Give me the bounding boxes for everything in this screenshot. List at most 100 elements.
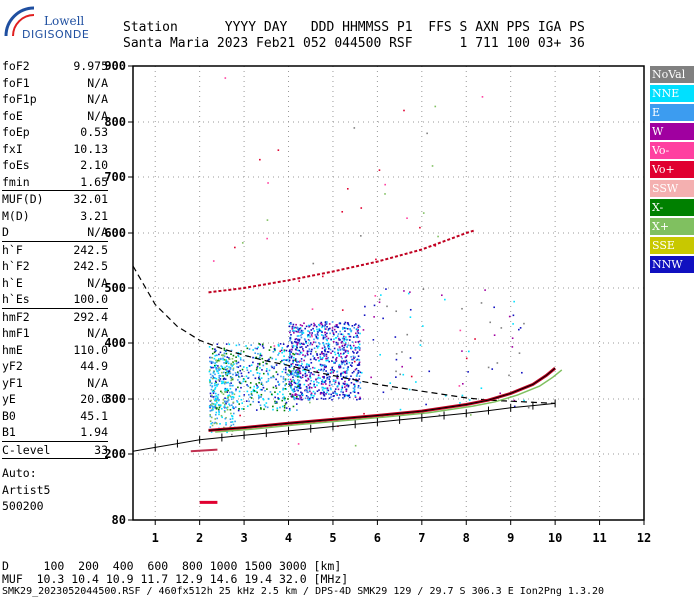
echo-point bbox=[227, 370, 229, 373]
echo-point bbox=[222, 398, 225, 401]
echo-point bbox=[213, 403, 215, 405]
echo-point bbox=[300, 346, 303, 348]
echo-point bbox=[299, 372, 302, 375]
echo-point bbox=[301, 332, 304, 334]
echo-point bbox=[213, 357, 216, 360]
echo-point bbox=[328, 378, 331, 381]
param-value: 0.53 bbox=[80, 125, 108, 139]
param-row: B0 45.1 bbox=[0, 408, 112, 425]
echo-point bbox=[213, 422, 216, 425]
echo-point bbox=[298, 375, 300, 378]
echo-point bbox=[331, 329, 334, 332]
echo-point bbox=[336, 377, 339, 380]
echo-point bbox=[339, 365, 342, 368]
echo-point bbox=[225, 362, 227, 365]
echo-point bbox=[331, 330, 334, 333]
echo-point bbox=[282, 376, 285, 378]
echo-point bbox=[323, 381, 326, 384]
echo-point bbox=[284, 371, 287, 374]
echo-point bbox=[341, 361, 344, 364]
echo-point bbox=[313, 385, 315, 387]
echo-point bbox=[300, 342, 303, 345]
echo-point bbox=[272, 386, 275, 389]
echo-point bbox=[345, 338, 347, 341]
echo-point bbox=[352, 350, 354, 353]
echo-point bbox=[300, 358, 303, 360]
echo-point bbox=[341, 347, 344, 350]
echo-point bbox=[310, 323, 313, 326]
echo-point bbox=[212, 403, 214, 405]
echo-point bbox=[341, 333, 344, 336]
echo-point bbox=[296, 344, 298, 346]
echo-point bbox=[227, 394, 229, 397]
echo-point bbox=[409, 357, 412, 359]
echo-point bbox=[281, 347, 284, 349]
echo-point bbox=[325, 328, 327, 330]
echo-point bbox=[347, 366, 349, 368]
echo-point bbox=[255, 368, 258, 371]
echo-point bbox=[274, 391, 276, 393]
echo-point bbox=[296, 335, 299, 337]
echo-point bbox=[297, 381, 300, 383]
echo-point bbox=[409, 291, 411, 293]
echo-point bbox=[221, 391, 223, 394]
logo-brand-line2: DIGISONDE bbox=[22, 28, 90, 41]
echo-point bbox=[209, 380, 211, 382]
echo-point bbox=[294, 353, 297, 355]
echo-point bbox=[279, 391, 281, 393]
param-value: N/A bbox=[87, 75, 108, 90]
echo-point bbox=[508, 315, 511, 318]
echo-point bbox=[235, 388, 237, 391]
legend-entry: E bbox=[650, 104, 694, 121]
echo-point bbox=[288, 322, 291, 325]
echo-point bbox=[296, 374, 299, 377]
echo-point bbox=[257, 362, 259, 365]
echo-point bbox=[257, 386, 259, 388]
echo-point bbox=[344, 360, 347, 363]
echo-point bbox=[313, 324, 315, 327]
echo-point bbox=[317, 376, 320, 379]
echo-point bbox=[224, 403, 226, 406]
echo-point bbox=[283, 409, 286, 412]
echo-point bbox=[211, 421, 214, 424]
echo-point bbox=[216, 397, 219, 400]
echo-point bbox=[250, 391, 253, 393]
echo-point bbox=[336, 325, 338, 328]
echo-point bbox=[310, 392, 313, 395]
echo-point bbox=[357, 386, 359, 389]
echo-point bbox=[214, 377, 216, 379]
echo-point bbox=[223, 358, 225, 361]
echo-point bbox=[297, 342, 299, 344]
echo-point bbox=[313, 347, 316, 350]
echo-point bbox=[301, 324, 304, 327]
echo-point bbox=[312, 396, 314, 399]
echo-point bbox=[315, 345, 318, 348]
echo-point bbox=[309, 358, 312, 361]
echo-point bbox=[293, 379, 295, 382]
echo-point bbox=[321, 364, 324, 367]
echo-point bbox=[337, 349, 339, 352]
echo-point bbox=[327, 359, 329, 362]
x-tick-label: 4 bbox=[285, 531, 292, 545]
echo-point bbox=[261, 384, 264, 387]
echo-point bbox=[259, 388, 262, 391]
echo-point bbox=[291, 393, 294, 396]
echo-point bbox=[295, 375, 298, 378]
param-row: D N/A bbox=[0, 224, 112, 241]
echo-point bbox=[235, 344, 238, 347]
echo-point bbox=[316, 398, 318, 401]
echo-point bbox=[235, 356, 237, 358]
echo-point bbox=[296, 394, 298, 396]
echo-point bbox=[325, 383, 327, 385]
echo-point bbox=[403, 109, 405, 112]
echo-point bbox=[237, 374, 239, 376]
echo-point bbox=[306, 363, 308, 365]
param-label: h`F2 bbox=[2, 259, 30, 273]
param-row: foE N/A bbox=[0, 108, 112, 125]
param-row: h`F 242.5 bbox=[0, 242, 112, 259]
echo-point bbox=[276, 402, 278, 404]
echo-point bbox=[255, 383, 258, 385]
x-tick-label: 5 bbox=[329, 531, 336, 545]
x-tick-label: 11 bbox=[592, 531, 606, 545]
echo-point bbox=[209, 410, 212, 412]
